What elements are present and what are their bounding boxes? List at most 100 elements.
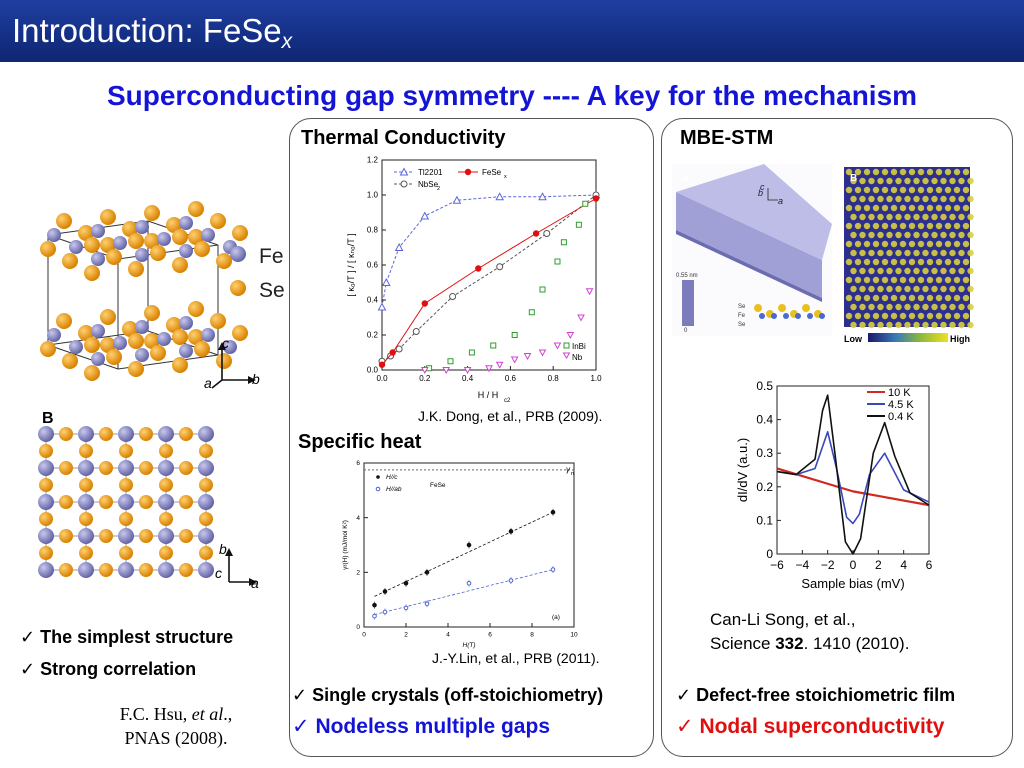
se-atom (84, 265, 100, 281)
se-atom (128, 261, 144, 277)
stm-atom (850, 231, 857, 239)
stm-atom (958, 303, 965, 311)
se-atom (159, 546, 173, 560)
se-atom (194, 341, 210, 357)
fe-legend-label: Fe (259, 245, 284, 268)
y-tick-label: 2 (356, 570, 360, 577)
stm-atom (953, 222, 961, 230)
point-H//ab (466, 580, 472, 586)
se-atom (106, 249, 122, 265)
se-atom (100, 209, 116, 225)
fe-atom (158, 426, 174, 442)
stm-atom (926, 312, 934, 320)
stm-atom (926, 204, 934, 212)
inbi-point (490, 342, 497, 349)
colorbar (868, 333, 948, 342)
se-legend-icon (230, 280, 246, 296)
point-H//c (508, 529, 514, 534)
fe-atom (78, 494, 94, 510)
nbse2-point (412, 328, 420, 335)
stm-atom (850, 321, 857, 329)
nb-point (523, 353, 532, 361)
stm-atom (944, 258, 952, 266)
stm-atom (917, 204, 925, 212)
panel-middle (289, 118, 654, 757)
stm-atom (899, 168, 907, 176)
y-tick-label: 0.5 (756, 379, 773, 393)
stm-atom (958, 195, 965, 203)
axes-indicator-bottom: b c a (215, 541, 259, 591)
stm-atom (895, 249, 902, 257)
svg-text:c: c (222, 336, 229, 351)
stm-atom (967, 249, 974, 257)
stm-atom (886, 303, 893, 311)
y-tick-label: 0.4 (756, 413, 773, 427)
stm-atom (913, 231, 920, 239)
stm-atom (868, 231, 875, 239)
stm-atom (850, 267, 857, 275)
fe-atom (91, 252, 105, 266)
series-0.4K-line (776, 394, 930, 555)
stm-atom (931, 231, 938, 239)
stm-atom (877, 249, 884, 257)
tl2201-point (420, 211, 430, 220)
stm-atom (850, 195, 857, 203)
stm-atom (859, 321, 866, 329)
fesex-point (378, 361, 386, 368)
stm-atom (958, 267, 965, 275)
y-tick-label: 1.2 (367, 156, 379, 165)
stm-atom (940, 177, 947, 185)
fesex-point (592, 195, 600, 202)
se-atom (179, 529, 193, 543)
svg-text:b: b (219, 541, 227, 557)
se-atom (232, 325, 248, 341)
stm-atom (908, 258, 916, 266)
tl2201-point (381, 277, 391, 286)
stm-atom (913, 285, 920, 293)
stm-atom (877, 213, 884, 221)
se-atom (100, 337, 116, 353)
stm-atom (908, 312, 916, 320)
fe-atom (179, 344, 193, 358)
stm-atom (913, 267, 920, 275)
se-atom (144, 233, 160, 249)
stm-atom (962, 258, 970, 266)
fe-atom (135, 348, 149, 362)
point-H//c (424, 570, 430, 575)
stm-atom (958, 231, 965, 239)
stm-atom (953, 204, 961, 212)
stm-atom (854, 294, 862, 302)
stm-atom (940, 267, 947, 275)
se-atom (119, 478, 133, 492)
se-atom (194, 241, 210, 257)
svg-text:Fe: Fe (738, 313, 746, 319)
stm-atom (850, 249, 857, 257)
stm-atom (899, 294, 907, 302)
svg-text:a: a (204, 375, 212, 391)
stm-atom (949, 177, 956, 185)
se-atom (128, 333, 144, 349)
fese-layer-bottom (40, 301, 248, 381)
stm-atom (949, 321, 956, 329)
x-tick-label: 0.0 (376, 374, 388, 383)
stm-atom (859, 195, 866, 203)
stm-atom (859, 231, 866, 239)
svg-text:0: 0 (684, 328, 688, 334)
x-tick-label: 0.8 (548, 374, 560, 383)
stm-atom (917, 294, 925, 302)
stm-atom (854, 276, 862, 284)
stm-atom (881, 276, 889, 284)
stm-atom (868, 249, 875, 257)
svg-text:a: a (778, 196, 783, 206)
stm-atom (895, 231, 902, 239)
stm-atom (895, 213, 902, 221)
stm-atom (863, 204, 871, 212)
fe-atom (118, 426, 134, 442)
stm-atom (922, 321, 929, 329)
stm-atom (922, 285, 929, 293)
stm-atom (881, 312, 889, 320)
stm-atom (899, 258, 907, 266)
x-tick-label: 2 (404, 632, 408, 639)
stm-atom (958, 213, 965, 221)
stm-atom (944, 186, 952, 194)
